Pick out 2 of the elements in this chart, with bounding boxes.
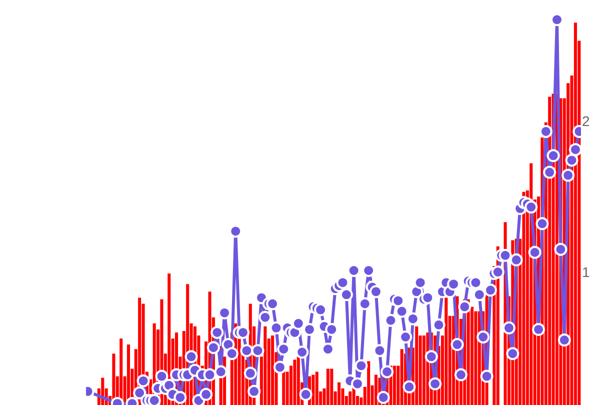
y-tick-label: 1 — [582, 264, 590, 280]
y-tick-label: 2 — [582, 112, 590, 129]
